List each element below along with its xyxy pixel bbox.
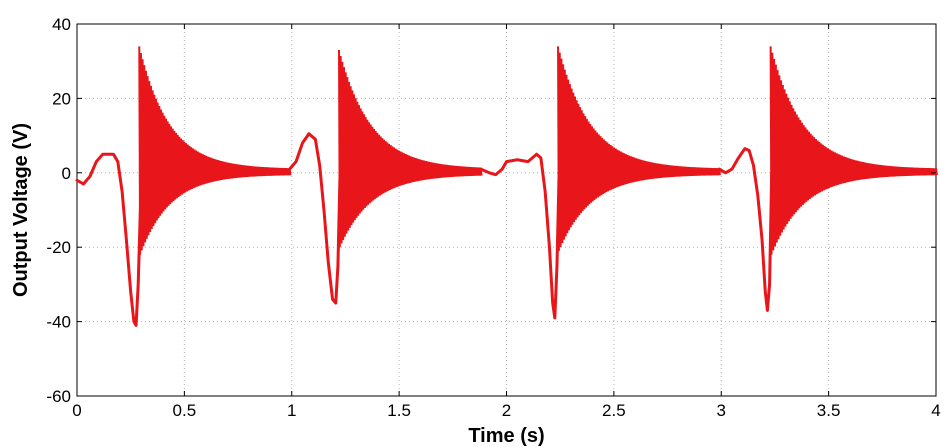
y-tick-label: 0 [62, 164, 71, 183]
voltage-oscillation [338, 50, 483, 248]
x-tick-label: 3 [717, 401, 726, 420]
x-tick-label: 3.5 [817, 401, 841, 420]
grid-layer [77, 24, 936, 396]
voltage-slow-wave [75, 152, 143, 327]
x-tick-label: 1.5 [387, 401, 411, 420]
y-tick-label: -60 [46, 387, 71, 406]
y-tick-label: -40 [46, 313, 71, 332]
y-tick-label: 20 [52, 89, 71, 108]
x-tick-label: 2.5 [602, 401, 626, 420]
x-tick-label: 2 [502, 401, 511, 420]
voltage-slow-wave [717, 147, 774, 312]
y-tick-label: -20 [46, 238, 71, 257]
tick-layer: 0 0.5 1 1.5 2 2.5 3 3.5 4 -60 -40 -20 0 20 40 [46, 15, 940, 420]
voltage-slow-wave [288, 132, 342, 305]
voltage-oscillation [769, 46, 938, 255]
x-tick-label: 1 [287, 401, 296, 420]
voltage-oscillation [138, 46, 292, 255]
x-axis-label: Time (s) [468, 425, 544, 447]
y-tick-label: 40 [52, 15, 71, 34]
y-axis-label: Output Voltage (V) [10, 123, 32, 297]
voltage-slow-wave [479, 152, 561, 320]
x-tick-label: 0.5 [173, 401, 197, 420]
series-layer [75, 46, 938, 327]
x-tick-label: 0 [72, 401, 81, 420]
voltage-oscillation [557, 46, 721, 251]
x-tick-label: 4 [931, 401, 940, 420]
